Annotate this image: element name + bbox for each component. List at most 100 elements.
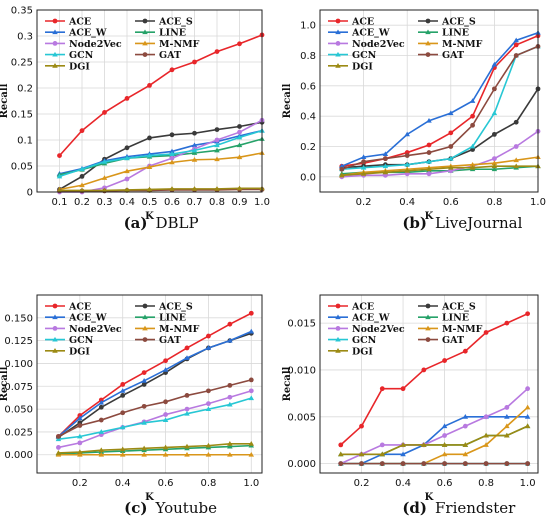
data-point <box>236 154 243 160</box>
legend-swatch-marker <box>142 303 148 309</box>
legend-label: ACE_W <box>68 313 107 324</box>
series-line-node2vec <box>340 388 529 465</box>
legend-label: GAT <box>442 335 464 346</box>
data-point <box>124 168 130 174</box>
legend-label: LINE <box>442 313 469 324</box>
data-point <box>55 450 62 455</box>
data-point <box>147 135 152 141</box>
data-point <box>426 150 432 155</box>
data-point <box>462 423 468 429</box>
legend-label: DGI <box>352 61 373 72</box>
plot-frame <box>319 9 539 193</box>
data-point <box>421 461 427 467</box>
series-line <box>56 136 265 177</box>
y-axis-label: Recall <box>282 83 293 118</box>
data-point <box>214 137 220 143</box>
legend: ACE ACE_S ACE_W LINE Node2Vec M-NMF GCN GAT DGI <box>45 302 200 357</box>
legend-item-gat: GAT <box>418 335 464 346</box>
legend-label: LINE <box>159 313 186 324</box>
series-gcn <box>55 395 255 442</box>
legend-item-ace-w: ACE_W <box>45 313 107 324</box>
data-point <box>141 378 147 383</box>
data-point <box>513 157 519 163</box>
data-point <box>77 415 83 421</box>
x-tick-label: 0.6 <box>437 478 453 489</box>
y-tick-label: 0.2 <box>17 84 33 95</box>
series-gat <box>338 461 531 467</box>
data-point <box>101 175 108 180</box>
legend-item-line: LINE <box>135 28 186 39</box>
legend-swatch-marker <box>142 52 148 57</box>
series-ace <box>338 311 531 448</box>
data-point <box>525 386 531 392</box>
panel-c-youtube: 0.2 0.4 0.6 0.8 1.0 0.000 0.025 0.050 0.075 0.100… <box>0 294 263 517</box>
data-point <box>163 412 168 417</box>
legend-swatch-marker <box>52 18 58 24</box>
data-point <box>192 130 197 136</box>
data-point <box>227 441 233 446</box>
legend-swatch-marker <box>335 18 341 24</box>
data-point <box>205 442 212 448</box>
data-point <box>248 310 254 316</box>
x-tick-label: 1.0 <box>520 478 536 489</box>
x-tick-label: 0.8 <box>478 478 494 489</box>
y-tick-label: 0.025 <box>4 427 33 438</box>
data-point <box>57 153 62 159</box>
legend-item-ace-w: ACE_W <box>328 28 390 39</box>
x-tick-label: 0.4 <box>119 197 135 208</box>
data-point <box>382 163 389 169</box>
data-point <box>504 432 510 438</box>
legend-swatch-marker <box>425 40 431 46</box>
legend-item-ace-s: ACE_S <box>418 17 476 28</box>
legend-swatch-marker <box>142 29 148 35</box>
x-tick-label: 0.2 <box>74 197 90 208</box>
x-tick-label: 0.1 <box>52 197 68 208</box>
legend-swatch-marker <box>52 336 58 342</box>
data-point <box>236 185 243 191</box>
data-point <box>191 157 198 162</box>
legend-label: ACE_S <box>158 302 193 313</box>
series-line-node2vec <box>58 390 252 449</box>
data-point <box>237 41 242 47</box>
data-point <box>184 345 190 351</box>
legend-item-dgi: DGI <box>45 61 90 72</box>
data-point <box>184 443 190 449</box>
y-tick-label: 0.15 <box>11 110 33 121</box>
data-point <box>513 163 519 169</box>
data-point <box>504 414 510 419</box>
data-point <box>448 110 454 116</box>
legend-swatch-marker <box>335 41 341 46</box>
data-point <box>338 451 344 457</box>
data-point <box>141 451 147 457</box>
legend-item-node2vec: Node2Vec <box>328 324 405 335</box>
data-point <box>379 442 385 448</box>
legend-label: Node2Vec <box>352 39 405 50</box>
legend-item-node2vec: Node2Vec <box>45 324 122 335</box>
legend-label: M-NMF <box>159 39 200 50</box>
x-axis-label: K <box>145 211 154 222</box>
data-point <box>124 176 130 182</box>
legend-label: DGI <box>69 61 90 72</box>
legend-swatch-marker <box>52 41 58 46</box>
series-line-gcn <box>58 397 252 441</box>
y-axis-label: Recall <box>0 83 10 118</box>
data-point <box>237 124 242 129</box>
y-tick-label: 0.8 <box>300 51 316 62</box>
data-point <box>141 420 147 425</box>
data-point <box>442 461 447 467</box>
data-point <box>192 59 197 65</box>
data-point <box>426 142 432 148</box>
legend-label: ACE_W <box>351 313 390 324</box>
data-point <box>205 345 212 350</box>
legend: ACE ACE_S ACE_W LINE Node2Vec M-NMF GCN GAT DGI <box>328 302 483 357</box>
plot-frame <box>36 294 263 474</box>
legend-item-node2vec: Node2Vec <box>45 39 122 50</box>
data-point <box>124 155 130 161</box>
series-line-dgi <box>340 425 528 456</box>
series-line-line <box>59 138 263 176</box>
data-point <box>361 159 366 165</box>
legend-label: LINE <box>442 28 469 39</box>
legend-label: ACE_S <box>441 17 476 28</box>
data-point <box>462 442 469 447</box>
data-point <box>483 442 489 447</box>
